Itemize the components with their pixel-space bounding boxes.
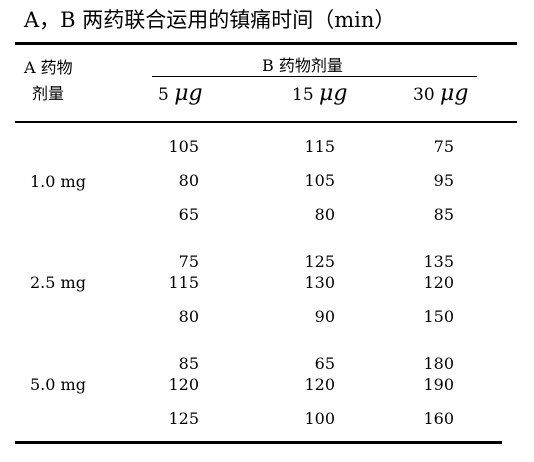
table-cell: 120: [168, 375, 199, 394]
table-cell: 135: [423, 252, 454, 271]
b-dose-col-1-unit: μg: [174, 81, 203, 106]
b-dose-col-3-value: 30: [413, 85, 435, 105]
table-cell: 65: [178, 205, 199, 224]
table-cell: 120: [304, 375, 335, 394]
table-title: A，B 两药联合运用的镇痛时间（min）: [24, 8, 396, 32]
b-dose-col-3: 30 μg: [413, 82, 468, 107]
table-cell: 105: [304, 171, 335, 190]
table-cell: 85: [178, 354, 199, 373]
table-cell: 160: [423, 409, 454, 428]
b-dose-col-2-unit: μg: [319, 81, 348, 106]
b-header-underline: [152, 76, 477, 77]
table-cell: 80: [314, 205, 335, 224]
table-cell: 180: [423, 354, 454, 373]
table-cell: 75: [178, 252, 199, 271]
b-dose-col-2: 15 μg: [292, 82, 347, 107]
a-dose-label-group-2: 2.5 mg: [30, 273, 86, 292]
table-cell: 125: [168, 409, 199, 428]
table-cell: 115: [168, 273, 199, 292]
table-cell: 115: [304, 137, 335, 156]
top-rule: [15, 42, 517, 45]
table-cell: 150: [423, 307, 454, 326]
table-cell: 120: [423, 273, 454, 292]
bottom-rule: [15, 441, 502, 444]
table-cell: 90: [314, 307, 335, 326]
table-cell: 130: [304, 273, 335, 292]
table-cell: 125: [304, 252, 335, 271]
table-cell: 80: [178, 171, 199, 190]
header-rule: [15, 121, 517, 123]
b-dose-header: B 药物剂量: [262, 56, 343, 75]
a-dose-label-group-1: 1.0 mg: [30, 172, 86, 191]
table-cell: 80: [178, 307, 199, 326]
table-cell: 100: [304, 409, 335, 428]
b-dose-col-1-value: 5: [158, 85, 169, 105]
a-dose-label-group-3: 5.0 mg: [30, 375, 86, 394]
a-dose-header-line2: 剂量: [32, 84, 65, 103]
b-dose-col-1: 5 μg: [158, 82, 203, 107]
table-cell: 85: [433, 205, 454, 224]
table-cell: 95: [433, 171, 454, 190]
b-dose-col-3-unit: μg: [440, 81, 469, 106]
table-cell: 75: [433, 137, 454, 156]
table-cell: 190: [423, 375, 454, 394]
table-cell: 105: [168, 137, 199, 156]
table-cell: 65: [314, 354, 335, 373]
b-dose-col-2-value: 15: [292, 85, 314, 105]
a-dose-header-line1: A 药物: [24, 58, 73, 77]
